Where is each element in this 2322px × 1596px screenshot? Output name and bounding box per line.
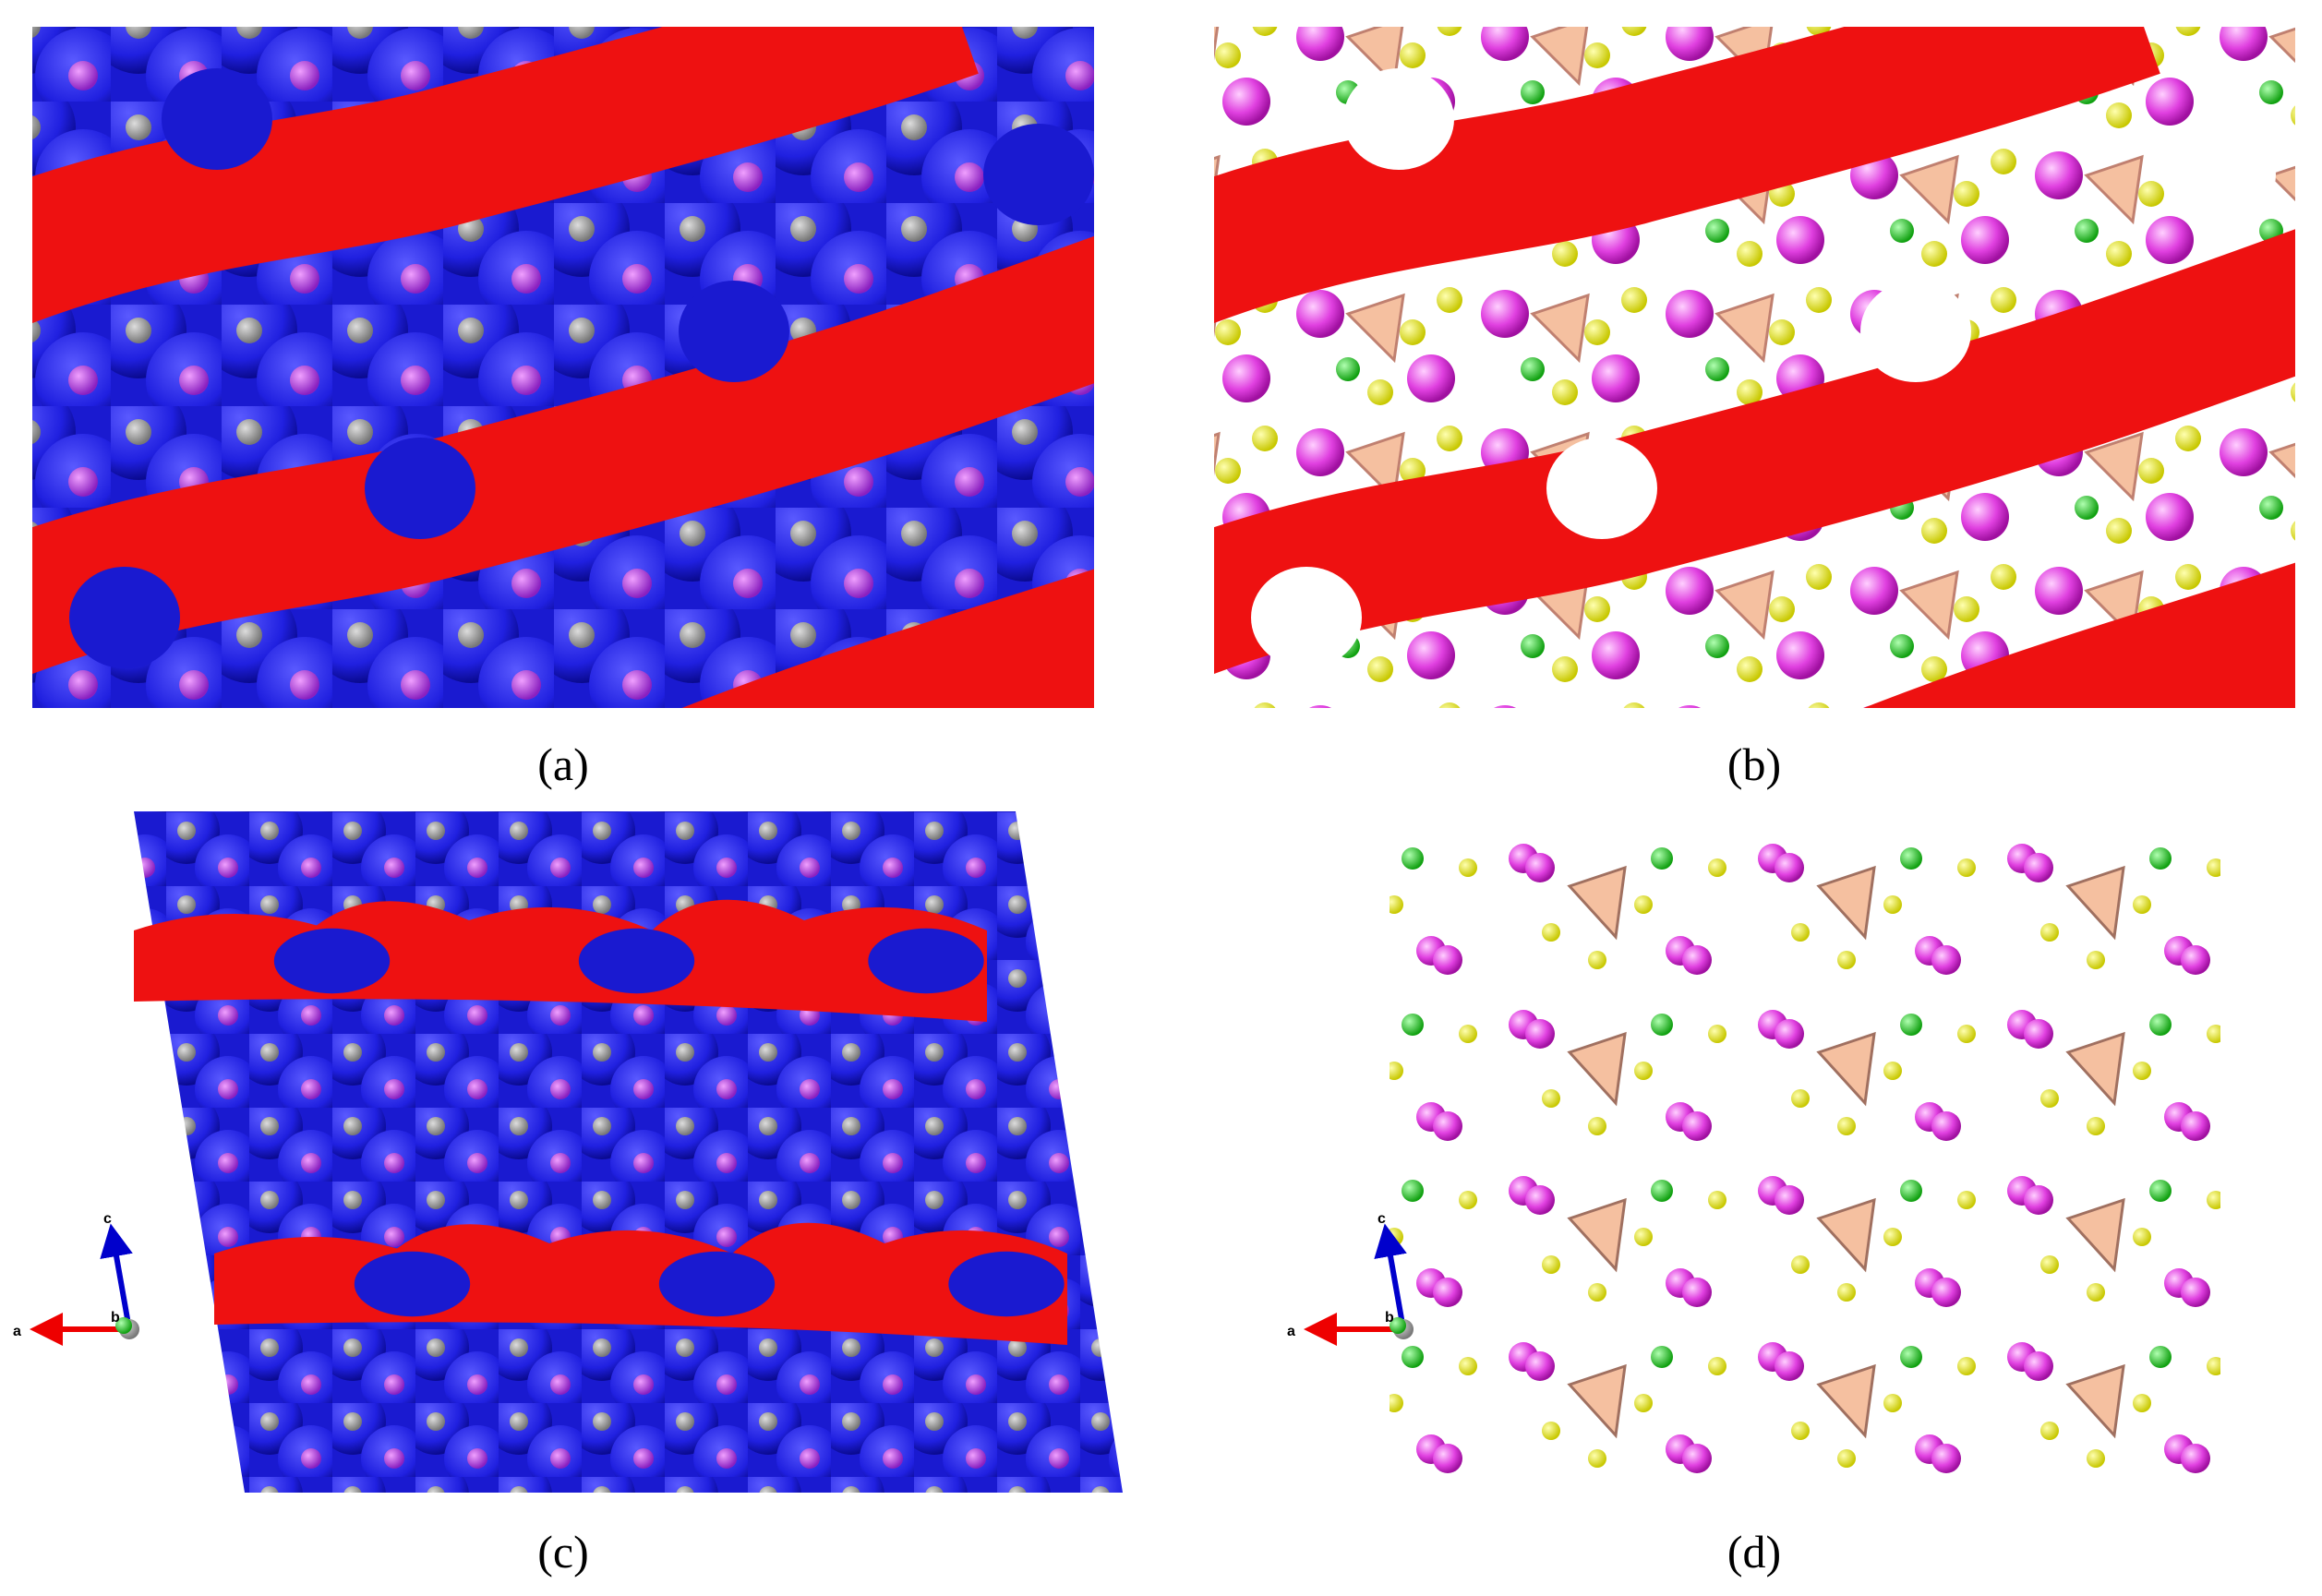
panel-c-image [134,811,1123,1493]
axis-label: a [13,1324,21,1339]
panel-d-image [1390,811,2220,1493]
panel-b-image [1214,27,2295,708]
axis-label: c [1378,1211,1386,1227]
axis-triad: c a b [1287,1211,1414,1346]
axis-label: b [111,1310,120,1326]
panel-a-image [32,27,1094,708]
caption-d: (d) [1727,1526,1781,1578]
axis-label: c [103,1211,112,1227]
caption-b: (b) [1727,738,1781,790]
axis-label: b [1385,1310,1394,1326]
caption-a: (a) [537,738,589,790]
caption-c: (c) [537,1526,589,1578]
axis-label: a [1287,1324,1295,1339]
axis-triad: c a b [13,1211,139,1346]
